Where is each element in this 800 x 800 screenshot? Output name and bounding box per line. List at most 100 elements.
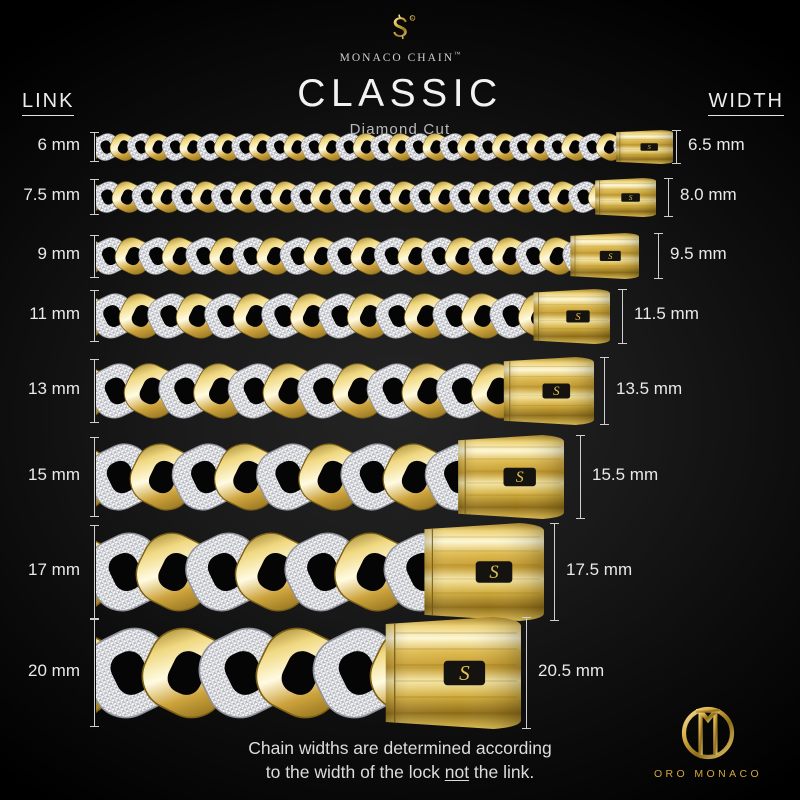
bracket-cap-bottom [90,617,99,619]
footnote-line-2: to the width of the lock not the link. [0,760,800,784]
width-size-label: 9.5 mm [670,244,727,263]
bracket-stem [554,523,556,621]
cuban-chain-graphic [96,363,512,419]
column-heading-link: LINK [22,90,75,116]
svg-text:S: S [553,384,560,398]
bracket-cap-bottom [550,619,559,621]
width-size-label: 6.5 mm [688,135,745,154]
svg-text:S: S [516,469,524,486]
monaco-s-monogram-icon: R [380,14,420,48]
oro-monaco-om-circle-icon [681,706,735,760]
svg-text:S: S [575,312,581,323]
bracket-stem [676,130,678,164]
oro-monaco-logo: ORO MONACO [638,703,778,780]
bracket-cap-bottom [90,725,99,727]
bracket-stem [622,289,624,344]
bracket-cap-bottom [576,517,585,519]
link-size-label: 15 mm [28,465,80,484]
bracket-stem [94,437,96,517]
page-subtitle: Diamond Cut [349,120,451,138]
width-measure-bracket [600,357,609,425]
poster-header: R MONACO CHAIN™ CLASSIC Diamond Cut [0,0,800,138]
link-measure-bracket [90,290,99,342]
link-size-label: 17 mm [28,560,80,579]
link-size-label: 20 mm [28,661,80,680]
footnote-line-1: Chain widths are determined according [248,738,552,758]
width-measure-bracket [672,130,681,164]
bracket-stem [94,619,96,727]
bracket-cap-bottom [654,277,663,279]
width-measure-bracket [522,617,531,729]
svg-text:R: R [411,17,414,21]
lock-clasp-graphic: S [422,523,544,621]
brand-name-text: MONACO CHAIN [339,51,455,64]
svg-text:S: S [459,661,470,685]
page-title: CLASSIC [297,71,503,115]
lock-clasp-graphic: S [594,178,656,217]
width-size-label: 13.5 mm [616,379,683,398]
bracket-cap-bottom [90,421,99,423]
cuban-chain-graphic [96,237,576,275]
cuban-chain-graphic [96,181,600,213]
oro-monaco-wordmark: ORO MONACO [653,768,763,780]
bracket-cap-bottom [90,515,99,517]
bracket-stem [94,235,96,278]
width-size-label: 20.5 mm [538,661,605,680]
footnote-emphasis: not [444,762,470,783]
link-size-label: 6 mm [37,135,81,154]
bracket-stem [94,525,96,619]
link-size-label: 7.5 mm [23,185,80,204]
bracket-stem [604,357,606,425]
bracket-cap-bottom [522,727,531,729]
column-heading-link-text: LINK [22,90,75,116]
width-measure-bracket [664,178,673,217]
bracket-stem [668,178,670,217]
bracket-cap-bottom [90,340,99,342]
footnote-line-2-post: the link. [469,762,535,783]
cuban-chain-graphic [96,293,540,339]
bracket-cap-bottom [618,342,627,344]
lock-clasp-graphic: S [383,617,521,729]
link-measure-bracket [90,179,99,215]
footnote-line-2-pre: to the width of the lock [265,762,445,783]
svg-text:S: S [629,193,633,202]
width-size-label: 17.5 mm [566,560,633,579]
width-measure-bracket [550,523,559,621]
cuban-chain-graphic [96,627,400,719]
link-size-label: 13 mm [28,379,80,398]
width-size-label: 11.5 mm [634,304,699,323]
width-measure-bracket [654,233,663,279]
svg-text:S: S [648,144,652,151]
bracket-stem [94,179,96,215]
bracket-stem [526,617,528,729]
link-size-label: 9 mm [37,244,81,263]
lock-clasp-graphic: S [615,130,673,164]
brand-name: MONACO CHAIN™ [0,51,800,64]
bracket-cap-bottom [672,162,681,164]
lock-clasp-graphic: S [502,357,594,425]
lock-clasp-graphic: S [456,435,564,519]
footnote: Chain widths are determined according to… [0,736,800,784]
link-size-label: 11 mm [29,304,80,323]
svg-text:S: S [608,251,613,261]
svg-text:S: S [489,563,498,583]
bracket-cap-bottom [600,423,609,425]
column-heading-width-text: WIDTH [708,90,784,116]
cuban-chain-graphic [96,443,468,511]
width-measure-bracket [576,435,585,519]
link-measure-bracket [90,235,99,278]
bracket-stem [94,290,96,342]
link-measure-bracket [90,525,99,619]
link-measure-bracket [90,619,99,727]
link-measure-bracket [90,132,99,162]
width-measure-bracket [618,289,627,344]
bracket-cap-bottom [90,160,99,162]
bracket-stem [580,435,582,519]
lock-clasp-graphic: S [569,233,639,279]
bracket-cap-bottom [90,276,99,278]
bracket-stem [658,233,660,279]
width-size-label: 15.5 mm [592,465,659,484]
lock-clasp-graphic: S [532,289,610,344]
bracket-stem [94,359,96,423]
